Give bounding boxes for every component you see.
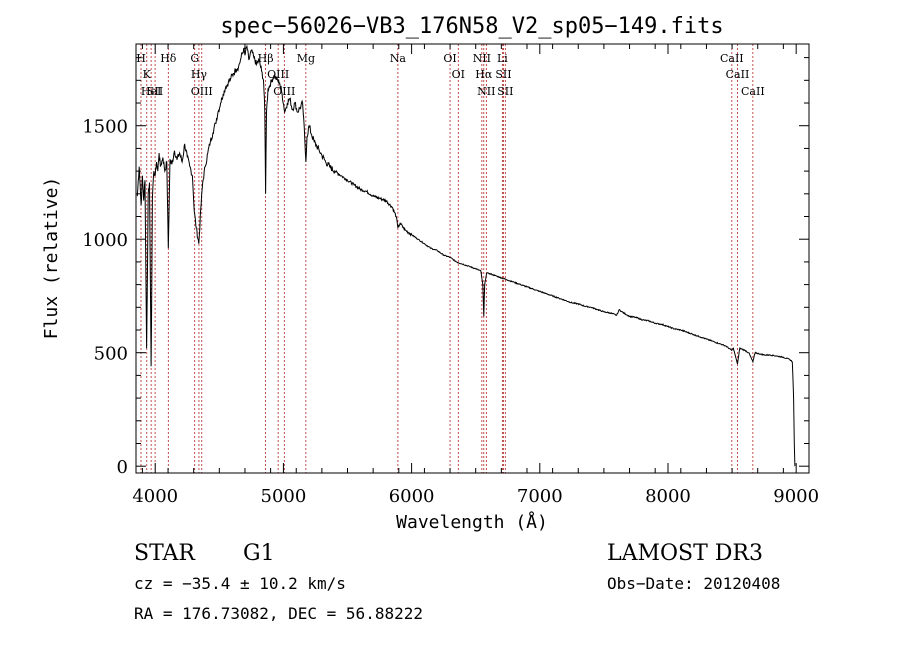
- spectral-line-label: Hδ: [160, 52, 177, 65]
- spectral-line-label: Mg: [297, 52, 315, 65]
- spectral-line-label: Na: [390, 52, 407, 65]
- spectral-line-label: OI: [452, 68, 465, 81]
- spectral-line-label: CaII: [741, 85, 765, 98]
- spectral-line-label: Hα: [475, 68, 493, 81]
- spectral-line-label: OI: [443, 52, 456, 65]
- y-axis-label: Flux (relative): [41, 177, 62, 340]
- spectral-line-markers: [140, 44, 754, 473]
- ra-dec-coords: RA = 176.73082, DEC = 56.88222: [134, 604, 423, 623]
- spectral-line-label: HeI: [141, 85, 161, 98]
- x-tick-label: 5000: [261, 486, 307, 507]
- obs-date: Obs−Date: 20120408: [607, 574, 780, 593]
- spectral-line-label: Li: [497, 52, 508, 65]
- axis-ticks: 4000 5000 6000 7000 8000 9000 0 500 1000 1500: [82, 44, 819, 507]
- x-tick-label: 6000: [389, 486, 435, 507]
- spectral-line-label: SII: [497, 85, 513, 98]
- y-tick-label: 1500: [82, 117, 128, 138]
- object-subclass: G1: [243, 541, 275, 566]
- x-axis-label: Wavelength (Å): [396, 511, 548, 533]
- chart-title: spec−56026−VB3_176N58_V2_sp05−149.fits: [220, 14, 723, 39]
- plot-frame: [135, 43, 810, 474]
- spectrum-series-line: [136, 44, 796, 467]
- spectral-line-label: CaII: [726, 68, 750, 81]
- spectral-line-label: Hγ: [191, 68, 208, 81]
- spectral-line-label: H: [136, 52, 146, 65]
- spectral-line-label: SII: [147, 85, 163, 98]
- spectral-line-label: Hβ: [258, 52, 274, 65]
- redshift-cz: cz = −35.4 ± 10.2 km/s: [134, 574, 346, 593]
- spectral-line-label: NII: [473, 52, 491, 65]
- spectral-line-label: OIII: [267, 68, 289, 81]
- spectral-line-label: NII: [477, 85, 495, 98]
- spectral-line-label: SII: [495, 68, 511, 81]
- y-tick-label: 1000: [82, 230, 128, 251]
- spectral-line-label: OIII: [191, 85, 213, 98]
- survey-name: LAMOST DR3: [607, 541, 763, 566]
- x-tick-label: 8000: [645, 486, 691, 507]
- spectral-line-label: K: [143, 68, 152, 81]
- x-tick-label: 7000: [517, 486, 563, 507]
- spectral-line-label: CaII: [720, 52, 744, 65]
- x-tick-label: 4000: [132, 486, 178, 507]
- y-tick-label: 500: [94, 344, 128, 365]
- object-class: STAR: [134, 541, 196, 566]
- spectral-line-label: OIII: [273, 85, 295, 98]
- spectral-line-label: G: [190, 52, 199, 65]
- y-tick-label: 0: [117, 457, 128, 478]
- x-tick-label: 9000: [773, 486, 819, 507]
